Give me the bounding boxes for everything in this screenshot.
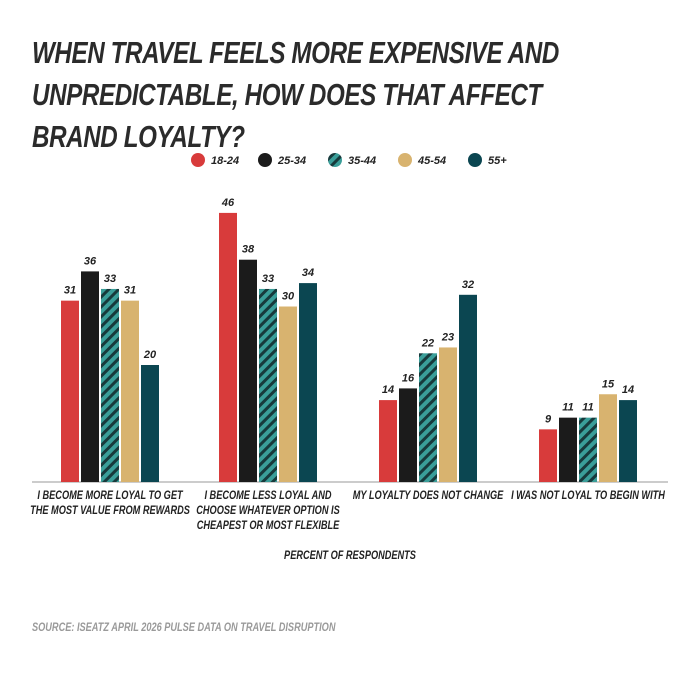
data-label: 11 bbox=[562, 402, 573, 414]
data-label: 23 bbox=[441, 331, 454, 343]
data-label: 34 bbox=[302, 267, 314, 279]
data-label: 31 bbox=[124, 285, 136, 297]
data-label: 33 bbox=[262, 273, 274, 285]
data-label: 14 bbox=[622, 384, 634, 396]
chart-title: WHEN TRAVEL FEELS MORE EXPENSIVE AND UNP… bbox=[32, 35, 559, 154]
legend-label: 55+ bbox=[488, 155, 507, 167]
data-label: 16 bbox=[402, 372, 415, 384]
bar bbox=[121, 300, 139, 482]
data-label: 15 bbox=[602, 378, 615, 390]
data-label: 30 bbox=[282, 291, 295, 303]
data-label: 31 bbox=[64, 285, 76, 297]
data-label: 46 bbox=[221, 197, 235, 209]
bar bbox=[101, 288, 119, 482]
bar bbox=[619, 400, 637, 482]
bar bbox=[299, 283, 317, 482]
bar bbox=[439, 347, 457, 482]
bar bbox=[579, 417, 597, 482]
bar bbox=[81, 271, 99, 482]
legend-label: 25-34 bbox=[277, 155, 306, 167]
bar bbox=[459, 294, 477, 482]
data-label: 11 bbox=[582, 402, 593, 414]
legend-label: 18-24 bbox=[211, 155, 239, 167]
legend-label: 35-44 bbox=[348, 155, 376, 167]
data-label: 36 bbox=[84, 255, 97, 267]
data-label: 33 bbox=[104, 273, 116, 285]
x-tick-label: MY LOYALTY DOES NOT CHANGE bbox=[352, 490, 504, 502]
x-tick-label: I WAS NOT LOYAL TO BEGIN WITH bbox=[511, 490, 665, 502]
bar bbox=[239, 259, 257, 482]
bar bbox=[379, 400, 397, 482]
x-tick-label: I BECOME LESS LOYAL AND CHOOSE WHATEVER … bbox=[196, 490, 340, 532]
x-tick-label: I BECOME MORE LOYAL TO GET THE MOST VALU… bbox=[30, 490, 190, 517]
data-label: 22 bbox=[421, 337, 434, 349]
data-label: 14 bbox=[382, 384, 394, 396]
x-axis-label: PERCENT OF RESPONDENTS bbox=[284, 550, 416, 562]
bar bbox=[399, 388, 417, 482]
legend-swatch bbox=[398, 153, 412, 167]
legend-label: 45-54 bbox=[417, 155, 446, 167]
bar bbox=[61, 300, 79, 482]
bar bbox=[419, 353, 437, 482]
bar bbox=[259, 288, 277, 482]
legend-swatch bbox=[468, 153, 482, 167]
bar bbox=[279, 306, 297, 482]
legend-swatch bbox=[328, 153, 342, 167]
source: SOURCE: ISEATZ APRIL 2026 PULSE DATA ON … bbox=[32, 622, 336, 634]
bar bbox=[599, 394, 617, 482]
bar bbox=[219, 212, 237, 482]
bar bbox=[539, 429, 557, 482]
data-label: 9 bbox=[545, 413, 552, 425]
bar bbox=[141, 365, 159, 482]
data-label: 32 bbox=[462, 279, 474, 291]
bar bbox=[559, 417, 577, 482]
legend-swatch bbox=[191, 153, 205, 167]
legend-swatch bbox=[258, 153, 272, 167]
data-label: 20 bbox=[143, 349, 157, 361]
data-label: 38 bbox=[242, 244, 255, 256]
